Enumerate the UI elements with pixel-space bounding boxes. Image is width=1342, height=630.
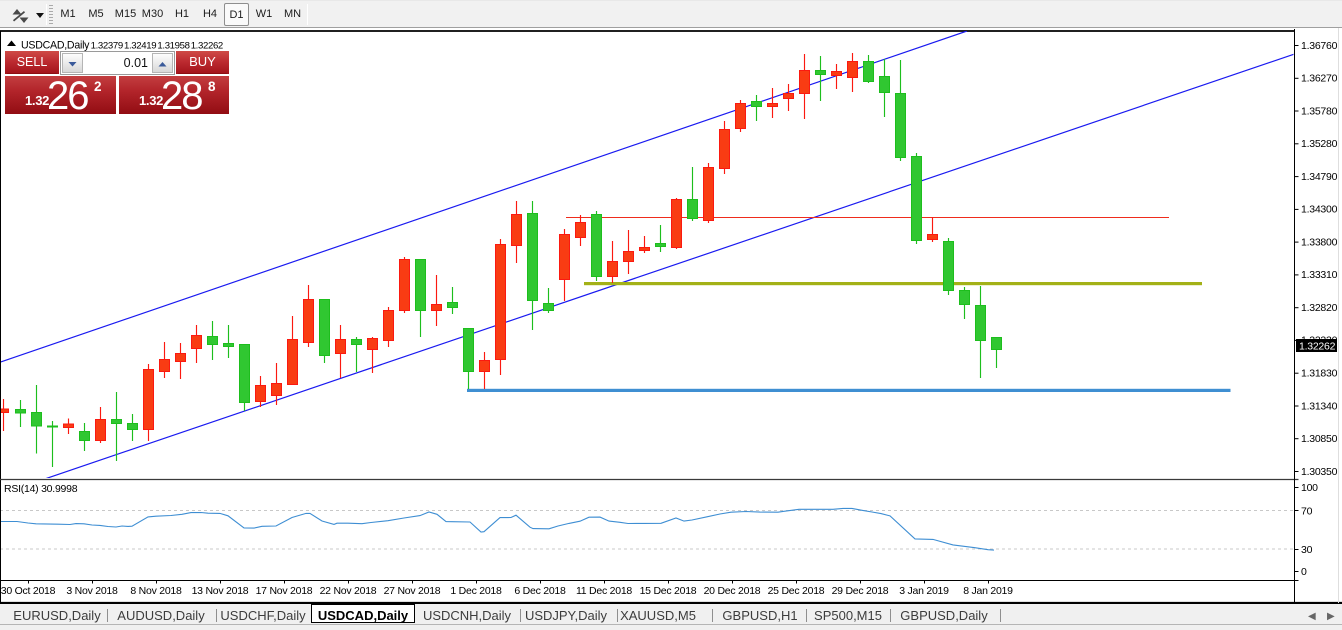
svg-text:15 Dec 2018: 15 Dec 2018 [640,585,697,597]
svg-text:3 Nov 2018: 3 Nov 2018 [66,585,118,597]
svg-text:20 Dec 2018: 20 Dec 2018 [704,585,761,597]
svg-text:1.32262: 1.32262 [191,41,223,52]
svg-text:1.31958: 1.31958 [157,41,189,52]
svg-text:1.32262: 1.32262 [1299,341,1336,353]
svg-text:1.31340: 1.31340 [1301,400,1338,412]
svg-text:1.35780: 1.35780 [1301,105,1338,117]
svg-text:27 Nov 2018: 27 Nov 2018 [384,585,441,597]
svg-text:1.33310: 1.33310 [1301,269,1338,281]
svg-text:22 Nov 2018: 22 Nov 2018 [320,585,377,597]
svg-text:6 Dec 2018: 6 Dec 2018 [514,585,566,597]
svg-text:1.30350: 1.30350 [1301,466,1338,478]
svg-text:11 Dec 2018: 11 Dec 2018 [576,585,632,597]
svg-text:1.35280: 1.35280 [1301,138,1338,150]
svg-text:3 Jan 2019: 3 Jan 2019 [899,585,949,597]
svg-text:1.33800: 1.33800 [1301,236,1338,248]
svg-text:0: 0 [1301,566,1307,578]
svg-text:29 Dec 2018: 29 Dec 2018 [832,585,889,597]
svg-text:70: 70 [1301,505,1313,517]
svg-text:1.32820: 1.32820 [1301,302,1338,314]
svg-text:8 Jan 2019: 8 Jan 2019 [963,585,1013,597]
svg-text:25 Dec 2018: 25 Dec 2018 [768,585,825,597]
svg-text:1.30850: 1.30850 [1301,433,1338,445]
svg-text:1 Dec 2018: 1 Dec 2018 [450,585,502,597]
svg-text:1.31830: 1.31830 [1301,368,1338,380]
svg-text:1.36760: 1.36760 [1301,40,1338,52]
svg-text:17 Nov 2018: 17 Nov 2018 [256,585,313,597]
svg-text:1.36270: 1.36270 [1301,73,1338,85]
svg-text:USDCAD,Daily: USDCAD,Daily [21,40,90,52]
svg-text:100: 100 [1301,482,1318,494]
svg-text:30: 30 [1301,544,1313,556]
svg-text:1.32379: 1.32379 [91,41,123,52]
svg-text:30 Oct 2018: 30 Oct 2018 [1,585,56,597]
svg-text:1.34300: 1.34300 [1301,204,1338,216]
svg-text:13 Nov 2018: 13 Nov 2018 [192,585,249,597]
svg-text:1.34790: 1.34790 [1301,171,1338,183]
svg-text:1.32419: 1.32419 [124,41,156,52]
svg-text:8 Nov 2018: 8 Nov 2018 [130,585,182,597]
svg-text:RSI(14) 30.9998: RSI(14) 30.9998 [4,483,78,495]
